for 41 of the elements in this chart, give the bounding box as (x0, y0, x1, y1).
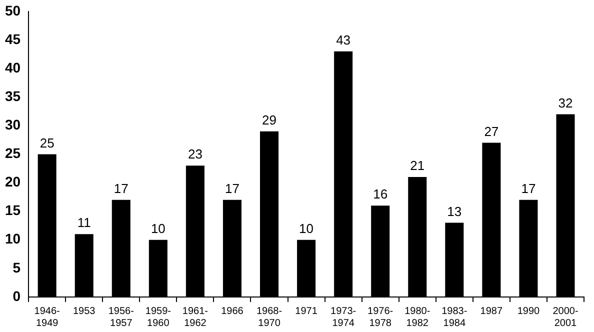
data-label: 11 (77, 215, 91, 230)
x-tick-label: 1987 (480, 306, 503, 317)
y-tick-label: 40 (4, 59, 21, 76)
x-tick-label: 1983-1984 (442, 306, 468, 329)
x-tick-label: 1973-1974 (330, 306, 356, 329)
x-tick-label: 1966 (221, 306, 244, 317)
data-label: 43 (336, 32, 351, 48)
data-label: 27 (484, 124, 499, 139)
data-label: 16 (373, 186, 388, 202)
x-tick-label: 1976-1978 (368, 306, 394, 329)
y-tick-label: 50 (4, 2, 21, 18)
data-label: 23 (188, 146, 202, 162)
x-tick-label: 2000-2001 (552, 306, 578, 329)
x-tick-label: 1990 (517, 306, 540, 317)
x-tick-label: 1961-1962 (182, 306, 208, 329)
data-label: 32 (558, 95, 573, 110)
y-tick-label: 45 (4, 30, 21, 47)
x-tick-label: 1959-1960 (145, 306, 171, 329)
x-tick-label: 1980-1982 (404, 306, 430, 329)
data-label: 17 (114, 180, 128, 196)
y-tick-label: 15 (4, 202, 21, 218)
x-tick-label: 1968-1970 (256, 306, 282, 329)
x-tick-label: 1946-1949 (34, 306, 60, 329)
y-tick-label: 30 (4, 116, 21, 132)
y-tick-label: 0 (12, 288, 21, 304)
data-label: 13 (447, 204, 462, 219)
data-label: 29 (262, 112, 276, 128)
y-tick-label: 5 (12, 259, 21, 276)
y-tick-label: 20 (4, 174, 21, 190)
y-tick-label: 35 (4, 88, 21, 104)
x-tick-label: 1956-1957 (108, 306, 134, 329)
y-tick-label: 10 (4, 230, 21, 247)
y-tick-label: 25 (4, 145, 21, 162)
data-label: 10 (150, 220, 166, 236)
data-label: 17 (224, 180, 240, 196)
data-label: 17 (521, 180, 536, 196)
x-tick-label: 1953 (72, 306, 96, 317)
data-label: 21 (410, 158, 425, 174)
data-label: 25 (40, 135, 54, 150)
data-label: 10 (299, 220, 314, 236)
x-tick-label: 1971 (295, 306, 318, 317)
